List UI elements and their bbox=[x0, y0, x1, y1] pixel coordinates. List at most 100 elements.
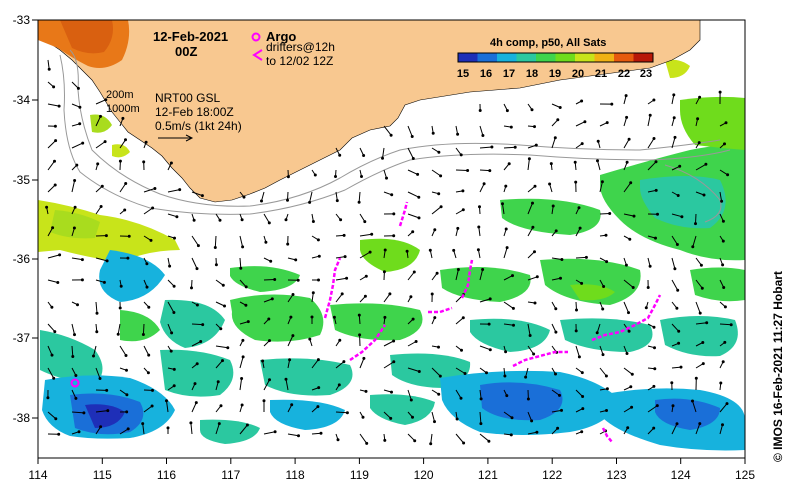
current-vector-head bbox=[288, 358, 292, 362]
sst-patch bbox=[640, 176, 726, 229]
current-vector bbox=[479, 298, 491, 303]
current-vector-head bbox=[100, 184, 104, 188]
current-vector-head bbox=[268, 339, 271, 343]
current-vector-head bbox=[705, 321, 709, 325]
current-vector-head bbox=[553, 136, 557, 140]
current-vector bbox=[407, 125, 413, 137]
current-vector-head bbox=[178, 188, 182, 192]
current-vector-head bbox=[461, 208, 465, 212]
current-vector bbox=[431, 169, 441, 177]
current-vector-head bbox=[505, 246, 509, 250]
current-vector-head bbox=[267, 221, 271, 225]
current-vector-head bbox=[125, 368, 128, 372]
current-vector-head bbox=[267, 317, 271, 321]
current-vector bbox=[503, 146, 516, 149]
current-vector-head bbox=[655, 404, 659, 408]
current-vector-head bbox=[503, 374, 507, 378]
colorbar-segment bbox=[594, 53, 615, 62]
current-vector-head bbox=[438, 374, 442, 378]
current-vector bbox=[407, 191, 420, 198]
current-vector bbox=[359, 358, 365, 369]
current-vector-head bbox=[455, 417, 459, 421]
current-vector bbox=[407, 271, 415, 281]
current-vector-head bbox=[126, 256, 130, 260]
current-vector-head bbox=[50, 353, 54, 357]
current-vector-head bbox=[487, 322, 491, 326]
current-vector-head bbox=[431, 131, 435, 135]
current-vector-head bbox=[478, 205, 481, 209]
current-vector-head bbox=[602, 285, 606, 288]
current-vector-head bbox=[389, 416, 393, 420]
current-vector-head bbox=[485, 371, 488, 375]
product-time: 12-Feb 18:00Z bbox=[155, 105, 234, 119]
current-vector-head bbox=[317, 278, 320, 282]
colorbar-tick: 19 bbox=[549, 68, 561, 80]
current-vector-head bbox=[392, 234, 396, 238]
current-vector-head bbox=[595, 331, 599, 335]
current-vector bbox=[119, 345, 127, 356]
current-vector-head bbox=[526, 397, 530, 401]
current-vector-head bbox=[284, 218, 288, 222]
current-vector-head bbox=[242, 195, 246, 199]
colorbar-tick: 18 bbox=[526, 68, 538, 80]
current-vector-head bbox=[244, 285, 248, 289]
current-vector-head bbox=[417, 370, 421, 373]
colorbar-segment bbox=[536, 53, 556, 62]
current-vector-head bbox=[337, 383, 341, 387]
current-vector-head bbox=[510, 416, 514, 420]
current-vector-head bbox=[675, 422, 679, 426]
x-tick-label: 117 bbox=[221, 468, 240, 482]
current-vector-head bbox=[195, 362, 199, 366]
current-vector bbox=[239, 378, 243, 391]
current-vector-head bbox=[335, 199, 339, 203]
current-vector-head bbox=[627, 137, 631, 141]
current-vector-head bbox=[196, 244, 200, 248]
current-vector-head bbox=[452, 248, 456, 252]
isobath-200m bbox=[69, 49, 721, 207]
current-vector-head bbox=[672, 93, 676, 97]
current-vector-head bbox=[364, 389, 368, 393]
current-vector-head bbox=[535, 430, 539, 434]
current-vector bbox=[623, 213, 635, 217]
current-vector-head bbox=[531, 225, 535, 229]
current-vector bbox=[71, 389, 77, 399]
argo-float bbox=[70, 378, 80, 388]
current-vector-head bbox=[291, 293, 295, 296]
current-vector-head bbox=[581, 407, 585, 411]
current-vector-head bbox=[284, 377, 288, 381]
current-vector-head bbox=[528, 334, 532, 337]
current-vector bbox=[479, 125, 484, 136]
current-vector-head bbox=[697, 141, 701, 145]
current-vector-head bbox=[82, 411, 86, 415]
sst-patch bbox=[570, 284, 615, 301]
current-vector bbox=[47, 345, 53, 356]
current-vector bbox=[71, 345, 74, 357]
colorbar-tick: 15 bbox=[457, 68, 469, 80]
current-vector-head bbox=[51, 226, 55, 230]
sst-patch bbox=[500, 198, 601, 235]
current-vector-head bbox=[624, 263, 628, 267]
current-vector bbox=[430, 433, 433, 444]
current-vector-head bbox=[172, 311, 176, 314]
current-vector-head bbox=[430, 292, 434, 296]
current-vector-head bbox=[241, 355, 245, 359]
current-vector-head bbox=[698, 422, 702, 426]
current-vector-head bbox=[297, 434, 300, 438]
current-vector-head bbox=[433, 316, 437, 320]
current-vector-head bbox=[170, 331, 174, 335]
current-vector-head bbox=[435, 271, 439, 275]
current-vector-head bbox=[721, 219, 725, 223]
current-vector-head bbox=[723, 340, 727, 344]
current-vector-head bbox=[605, 260, 609, 264]
current-vector-head bbox=[289, 315, 293, 319]
current-vector bbox=[215, 360, 223, 369]
current-vector bbox=[191, 323, 203, 326]
current-vector-head bbox=[718, 90, 722, 94]
current-vector bbox=[599, 367, 607, 377]
current-vector bbox=[93, 345, 97, 357]
current-vector bbox=[383, 293, 391, 303]
current-vector-head bbox=[559, 276, 562, 280]
current-vector bbox=[597, 160, 601, 171]
colorbar-segment bbox=[614, 53, 634, 62]
current-vector-head bbox=[478, 109, 482, 112]
